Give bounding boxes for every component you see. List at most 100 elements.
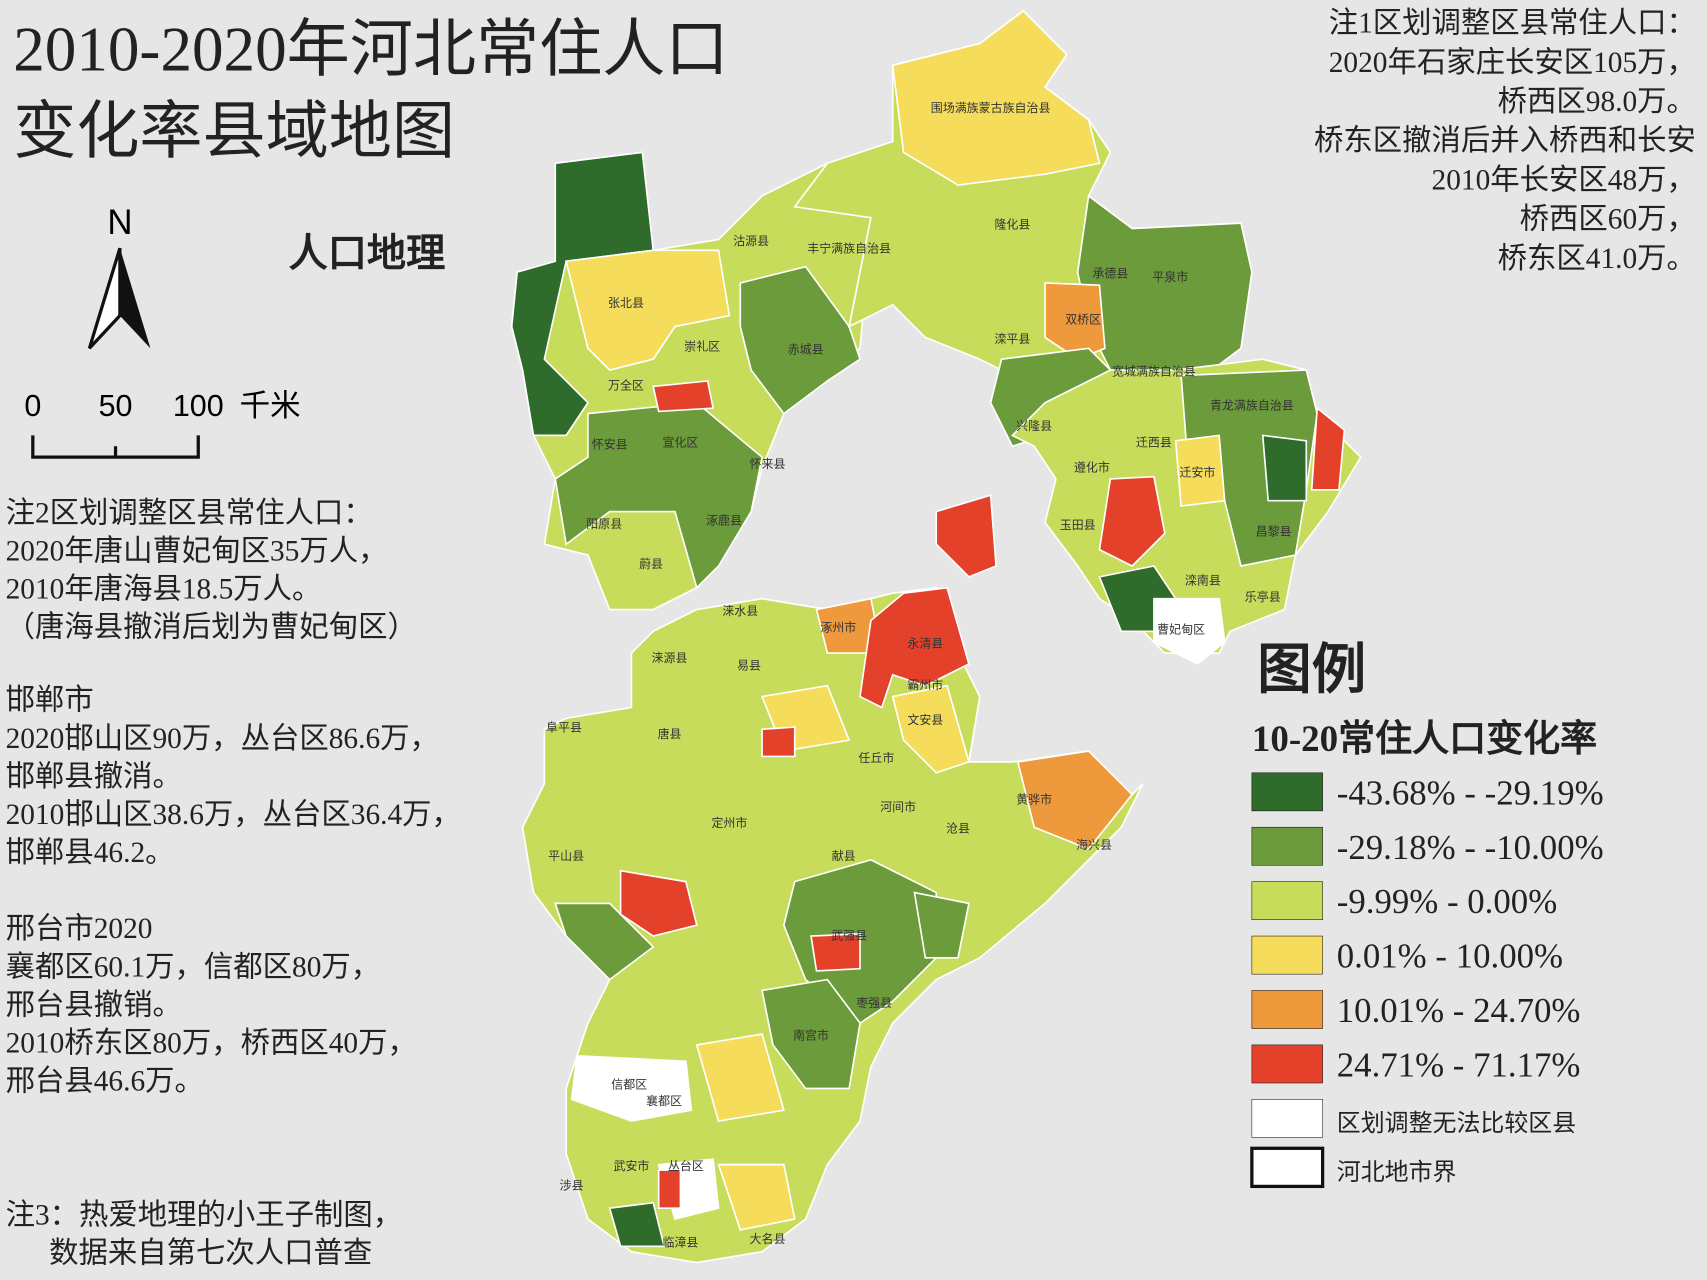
region [913, 891, 970, 959]
map-label: 黄骅市 [1016, 791, 1052, 806]
map-label: 定州市 [711, 815, 747, 830]
region [619, 869, 698, 937]
map-label: 任丘市 [858, 750, 894, 765]
region [891, 9, 1101, 186]
region [570, 1054, 693, 1122]
map-label: 河间市 [880, 799, 916, 814]
note-line: 桥东区撤消后并入桥西和长安 [1314, 124, 1696, 157]
legend-label: 0.01% - 10.00% [1337, 937, 1563, 976]
note-line: 邢台县撤销。 [6, 988, 182, 1021]
map-label: 枣强县 [856, 996, 892, 1010]
region [1261, 434, 1308, 502]
map-label: 丛台区 [668, 1158, 704, 1173]
note-line: 数据来自第七次人口普查 [49, 1237, 372, 1270]
map-label: 阳原县 [586, 517, 622, 531]
notes: 注1区划调整区县常住人口： 2020年石家庄长安区105万， 桥西区98.0万。桥东… [6, 7, 1696, 1270]
map-label: 南宫市 [793, 1027, 829, 1042]
note-line: 2020年石家庄长安区105万， [1329, 46, 1696, 79]
map-label: 唐县 [658, 726, 682, 741]
legend-subtitle: 10-20常住人口变化率 [1252, 718, 1597, 760]
legend-swatch [1251, 1044, 1323, 1084]
map-label: 信都区 [611, 1077, 647, 1091]
note-line: 桥东区41.0万。 [1498, 242, 1696, 275]
note-line: 邯郸县46.2。 [6, 836, 175, 869]
map-label: 永清县 [907, 637, 943, 651]
region [554, 902, 655, 981]
legend-label: -29.18% - -10.00% [1337, 828, 1604, 867]
region [657, 1169, 682, 1209]
region [891, 684, 970, 774]
legend-swatch [1251, 772, 1323, 812]
scale-label: 100 [173, 389, 224, 423]
note-line: 邢台县46.6万。 [6, 1065, 204, 1098]
legend-label: 10.01% - 24.70% [1337, 991, 1581, 1030]
note-line: 2010年长安区48万， [1432, 163, 1696, 196]
legend-swatch [1251, 1099, 1323, 1138]
map-label: 襄都区 [646, 1093, 682, 1108]
legend-label: 24.71% - 71.17% [1337, 1045, 1581, 1084]
note-line: 注1区划调整区县常住人口： [1329, 7, 1696, 40]
map-label: 献县 [832, 848, 856, 863]
region [810, 933, 861, 972]
map-label: 临漳县 [662, 1234, 698, 1249]
note-line: 2020年唐山曹妃甸区35万人， [6, 535, 388, 568]
map-label: 宽城满族自治县 [1112, 364, 1196, 379]
region [761, 978, 861, 1090]
legend-swatch [1251, 826, 1323, 866]
note-line: 邯郸县撤消。 [6, 760, 182, 793]
map-label: 滦平县 [994, 331, 1030, 346]
map-label: 兴隆县 [1016, 418, 1052, 433]
region [739, 265, 862, 415]
map-label: 阜平县 [546, 720, 582, 734]
note-line: 2010邯山区38.6万，丛台区36.4万， [6, 798, 461, 831]
title: 2010-2020年河北常住人口 [13, 15, 728, 85]
legend-swatch [1251, 881, 1323, 921]
scale-label: 50 [99, 389, 133, 423]
map-label: 文安县 [907, 712, 943, 727]
note-line: 2010年唐海县18.5万人。 [6, 573, 322, 606]
map-label: 承德县 [1092, 266, 1128, 281]
scale-bar [31, 435, 200, 459]
map-label: 崇礼区 [684, 338, 720, 353]
note-line: 襄都区60.1万，信都区80万， [6, 950, 381, 983]
watermark: 人口地理 [289, 233, 446, 276]
scale-unit: 千米 [240, 389, 301, 423]
region [1310, 406, 1346, 491]
map-label: 曹妃甸区 [1157, 622, 1205, 636]
title: 变化率县域地图 [13, 96, 455, 166]
map-label: 大名县 [750, 1231, 786, 1246]
map-label: 乐亭县 [1245, 589, 1281, 604]
region [935, 494, 997, 578]
legend: 图例 10-20常住人口变化率 -43.68% - -29.19% -29.18%… [1250, 640, 1604, 1189]
map-label: 平泉市 [1152, 269, 1188, 284]
region [1098, 475, 1166, 567]
map-label: 武强县 [831, 928, 867, 942]
scale-label: 0 [24, 389, 41, 423]
map-label: 沧县 [946, 821, 970, 836]
note-line: （唐海县撤消后划为曹妃甸区） [6, 611, 417, 644]
note-line: 注3：热爱地理的小王子制图， [6, 1198, 403, 1231]
map-label: 涉县 [560, 1179, 584, 1193]
legend-title: 图例 [1257, 640, 1366, 700]
map-label: 怀来县 [750, 457, 786, 471]
map-label: 玉田县 [1060, 518, 1096, 532]
legend-label: 区划调整无法比较区县 [1337, 1110, 1576, 1137]
map-label: 涞水县 [722, 604, 758, 618]
map-label: 海兴县 [1076, 837, 1112, 852]
map-label: 迁安市 [1179, 465, 1215, 480]
map-label: 昌黎县 [1256, 525, 1292, 539]
note-line: 邢台市2020 [6, 912, 153, 945]
map-label: 滦南县 [1185, 572, 1221, 587]
note-line: 邯郸市 [6, 684, 94, 717]
map-label: 青龙满族自治县 [1210, 398, 1294, 412]
map-label: 平山县 [548, 849, 584, 863]
map-label: 围场满族蒙古族自治县 [931, 100, 1051, 115]
legend-swatch [1251, 935, 1323, 975]
region [652, 380, 715, 413]
map-label: 蔚县 [639, 557, 663, 571]
map-label: 隆化县 [994, 217, 1030, 232]
region [1016, 750, 1134, 850]
note-line: 桥西区98.0万。 [1498, 85, 1696, 118]
map-label: 宣化区 [662, 434, 698, 449]
note-line: 2010桥东区80万，桥西区40万， [6, 1027, 417, 1060]
